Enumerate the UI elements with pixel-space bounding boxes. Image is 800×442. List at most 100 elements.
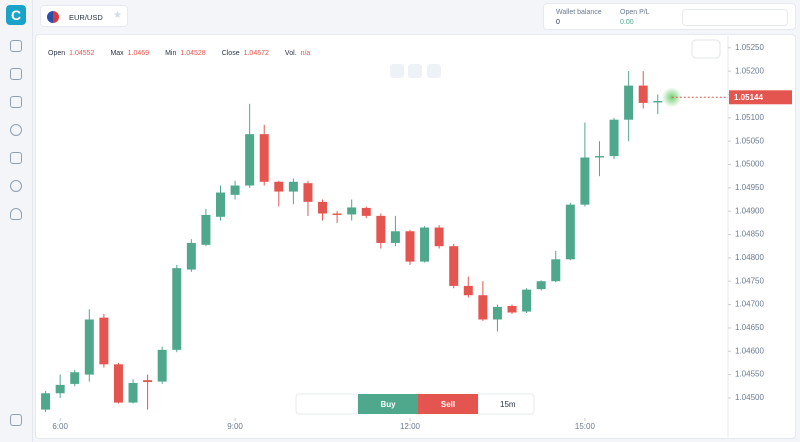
candle-body: [507, 305, 517, 313]
ohlc-item: Close 1.04672: [222, 50, 273, 57]
sell-label: Sell: [440, 399, 456, 409]
wallet-label: Wallet balance: [556, 9, 602, 16]
ohlc-value: 1.04552: [69, 50, 95, 57]
ohlc-value: n/a: [300, 50, 311, 57]
y-tick-label: 1.04500: [735, 393, 764, 402]
y-tick-label: 1.04600: [735, 346, 764, 355]
candle-body: [361, 207, 371, 216]
y-tick-label: 1.05000: [735, 160, 764, 169]
sidebar: C: [0, 0, 33, 442]
candle-body: [245, 134, 255, 186]
candle-body: [492, 306, 502, 320]
nav-icon[interactable]: [10, 152, 22, 164]
candle-body: [390, 231, 400, 243]
candle-body: [624, 85, 634, 120]
account-bar: Wallet balance 0 Open P/L 0.00: [543, 3, 796, 30]
candle-body: [434, 227, 444, 247]
y-tick-label: 1.05050: [735, 136, 764, 145]
input[interactable]: [682, 9, 788, 26]
ohlc-label: Close: [221, 50, 240, 57]
logout-icon[interactable]: [10, 414, 22, 426]
y-tick-label: 1.04750: [735, 276, 764, 285]
candle-body: [186, 242, 196, 270]
ohlc-label: Max: [110, 50, 124, 57]
ohlc-label: Min: [165, 50, 177, 57]
candle-body: [259, 134, 269, 182]
ohlc-label: Vol.: [284, 50, 297, 57]
candle-body: [128, 382, 138, 403]
timeframe[interactable]: 15m: [500, 400, 516, 409]
candle-body: [70, 372, 80, 384]
zoom-button[interactable]: [408, 64, 422, 78]
timeframe-box[interactable]: [477, 393, 535, 415]
candle-body: [318, 201, 328, 214]
ohlc-value: 1.0469: [127, 50, 150, 57]
candle-body: [288, 181, 298, 192]
x-tick-label: 9:00: [227, 422, 243, 431]
candle-body: [478, 295, 488, 320]
y-tick-label: 1.04900: [735, 206, 764, 215]
y-tick-label: 1.04850: [735, 230, 764, 239]
panel-toggle[interactable]: [691, 39, 721, 59]
y-tick-label: 1.04950: [735, 183, 764, 192]
flag: [47, 11, 59, 23]
symbol-tab[interactable]: EUR/USD ★: [40, 5, 128, 27]
ohlc-label: Open: [48, 50, 66, 57]
x-tick-label: 12:00: [400, 422, 421, 431]
symbol: EUR/USD: [69, 13, 103, 22]
candle-body: [565, 204, 575, 260]
ohlc-item: Max 1.0469: [110, 50, 153, 57]
logo[interactable]: C: [6, 5, 26, 25]
candle-body: [638, 85, 648, 103]
y-tick-label: 1.05200: [735, 66, 764, 75]
candle-body: [463, 285, 473, 296]
nav-icon[interactable]: [10, 124, 22, 136]
candle-body: [449, 246, 459, 286]
buy-button[interactable]: Buy: [358, 394, 418, 414]
price-tag-label: 1.05144: [734, 93, 763, 102]
nav-icon[interactable]: [10, 40, 22, 52]
candle-body: [201, 214, 211, 245]
candle-body: [536, 281, 546, 290]
tools[interactable]: [295, 393, 359, 415]
y-tick-label: 1.04700: [735, 300, 764, 309]
ohlc-value: 1.04672: [243, 50, 269, 57]
ohlc-item: Vol. n/a: [285, 50, 314, 57]
zoom-button[interactable]: [390, 64, 404, 78]
y-tick-label: 1.04650: [735, 323, 764, 332]
candle-body: [303, 183, 313, 202]
nav-icon[interactable]: [10, 96, 22, 108]
candle-body: [594, 156, 604, 158]
candle-body: [551, 259, 561, 282]
nav-icon[interactable]: [10, 208, 22, 220]
ohlc-info: Open 1.04552 Max 1.0469 Min 1.04528 Close 1.046…: [48, 50, 314, 57]
price-tag: [729, 90, 792, 105]
x-tick-label: 15:00: [575, 422, 596, 431]
sell-button[interactable]: Sell: [418, 394, 478, 414]
candle-body: [143, 380, 153, 383]
star[interactable]: ★: [113, 10, 122, 21]
ohlc-item: Min 1.04528: [165, 50, 210, 57]
candle-body: [653, 101, 663, 103]
y-tick-label: 1.05100: [735, 113, 764, 122]
nav-icon[interactable]: [10, 180, 22, 192]
zoom-button[interactable]: [427, 64, 441, 78]
candle-body: [347, 207, 357, 215]
nav-icon[interactable]: [10, 68, 22, 80]
candle-body: [420, 227, 430, 262]
candle-body: [157, 349, 167, 382]
pl-value: 0.00: [620, 19, 634, 26]
x-tick-label: 6:00: [52, 422, 68, 431]
y-tick-label: 1.05250: [735, 43, 764, 52]
pl-label: Open P/L: [620, 9, 650, 16]
y-tick-label: 1.04550: [735, 370, 764, 379]
candle-body: [113, 364, 123, 403]
candle-body: [41, 393, 51, 410]
candle-body: [405, 231, 415, 262]
wallet-value: 0: [556, 19, 560, 26]
y-tick-label: 1.04800: [735, 253, 764, 262]
candle-body: [274, 181, 284, 192]
candle-body: [230, 185, 240, 195]
